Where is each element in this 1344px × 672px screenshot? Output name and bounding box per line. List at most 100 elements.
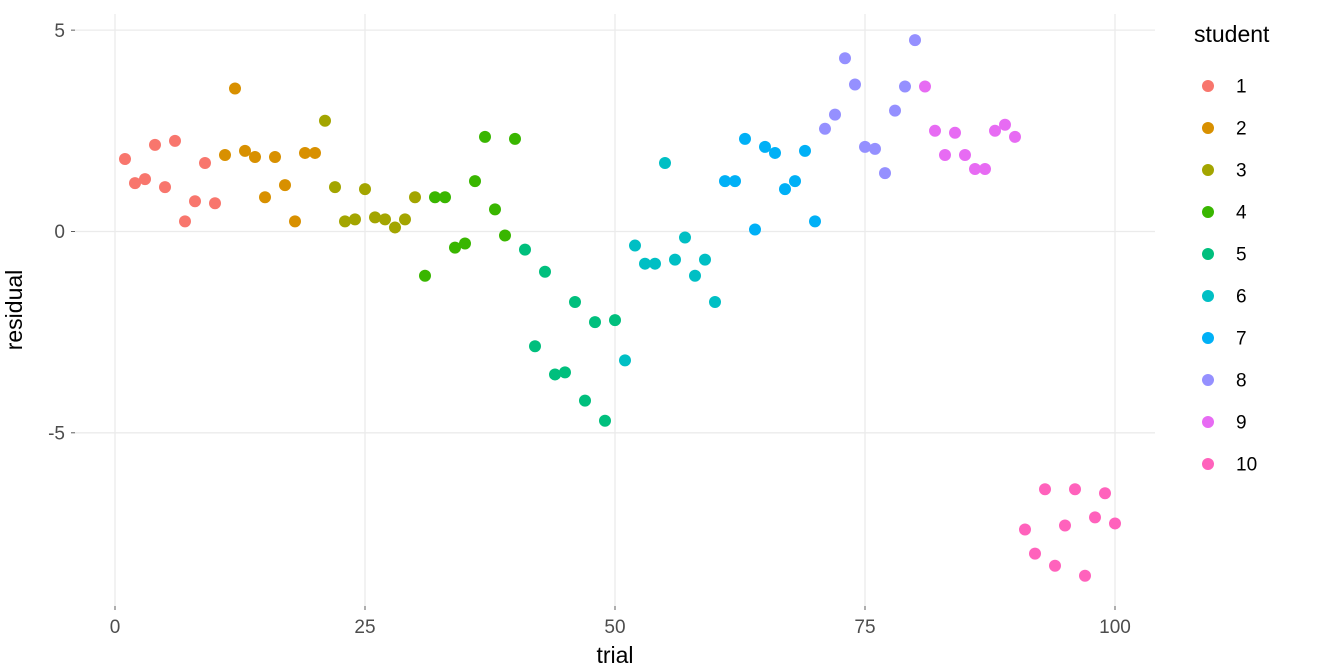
data-point bbox=[339, 215, 351, 227]
data-point bbox=[319, 115, 331, 127]
data-point bbox=[199, 157, 211, 169]
data-point bbox=[579, 395, 591, 407]
data-point bbox=[289, 215, 301, 227]
data-point bbox=[269, 151, 281, 163]
data-point bbox=[1019, 523, 1031, 535]
y-axis-title: residual bbox=[1, 270, 27, 351]
legend-key-icon bbox=[1202, 290, 1214, 302]
legend: student12345678910 bbox=[1194, 21, 1270, 476]
data-point bbox=[889, 105, 901, 117]
data-point bbox=[239, 145, 251, 157]
data-point bbox=[419, 270, 431, 282]
data-point bbox=[629, 240, 641, 252]
data-point bbox=[909, 34, 921, 46]
data-point bbox=[539, 266, 551, 278]
data-point bbox=[809, 215, 821, 227]
y-tick-label: 0 bbox=[54, 222, 65, 243]
data-point bbox=[759, 141, 771, 153]
data-point bbox=[399, 213, 411, 225]
legend-label: 10 bbox=[1236, 455, 1257, 476]
data-point bbox=[939, 149, 951, 161]
data-point bbox=[1049, 560, 1061, 572]
data-point bbox=[519, 244, 531, 256]
data-point bbox=[799, 145, 811, 157]
data-point bbox=[1099, 487, 1111, 499]
scatter-chart: 0255075100-505trialresidualstudent123456… bbox=[0, 0, 1344, 672]
data-point bbox=[409, 191, 421, 203]
data-point bbox=[489, 203, 501, 215]
data-point bbox=[1039, 483, 1051, 495]
data-point bbox=[229, 83, 241, 95]
legend-label: 5 bbox=[1236, 245, 1247, 266]
data-point bbox=[369, 211, 381, 223]
data-point bbox=[139, 173, 151, 185]
data-point bbox=[309, 147, 321, 159]
data-point bbox=[469, 175, 481, 187]
data-point bbox=[379, 213, 391, 225]
chart-container: { "chart": { "type": "scatter", "width":… bbox=[0, 0, 1344, 672]
data-point bbox=[279, 179, 291, 191]
data-point bbox=[1109, 517, 1121, 529]
data-point bbox=[1009, 131, 1021, 143]
data-point bbox=[859, 141, 871, 153]
data-point bbox=[499, 230, 511, 242]
data-point bbox=[599, 415, 611, 427]
legend-key-icon bbox=[1202, 122, 1214, 134]
legend-label: 2 bbox=[1236, 119, 1247, 140]
legend-title: student bbox=[1194, 21, 1270, 47]
data-point bbox=[329, 181, 341, 193]
data-point bbox=[389, 221, 401, 233]
data-point bbox=[689, 270, 701, 282]
data-point bbox=[1069, 483, 1081, 495]
y-tick-label: 5 bbox=[54, 21, 65, 42]
data-point bbox=[1029, 548, 1041, 560]
legend-label: 4 bbox=[1236, 203, 1247, 224]
legend-label: 6 bbox=[1236, 287, 1247, 308]
data-point bbox=[359, 183, 371, 195]
data-point bbox=[439, 191, 451, 203]
data-point bbox=[349, 213, 361, 225]
data-point bbox=[749, 223, 761, 235]
x-tick-label: 50 bbox=[604, 617, 625, 638]
legend-key-icon bbox=[1202, 164, 1214, 176]
data-point bbox=[819, 123, 831, 135]
data-point bbox=[619, 354, 631, 366]
data-point bbox=[119, 153, 131, 165]
legend-label: 1 bbox=[1236, 77, 1247, 98]
data-point bbox=[829, 109, 841, 121]
data-point bbox=[839, 52, 851, 64]
data-point bbox=[779, 183, 791, 195]
data-point bbox=[509, 133, 521, 145]
data-point bbox=[959, 149, 971, 161]
data-point bbox=[589, 316, 601, 328]
data-point bbox=[189, 195, 201, 207]
data-point bbox=[569, 296, 581, 308]
data-point bbox=[479, 131, 491, 143]
data-point bbox=[459, 238, 471, 250]
data-point bbox=[159, 181, 171, 193]
data-point bbox=[259, 191, 271, 203]
data-point bbox=[849, 78, 861, 90]
x-axis-title: trial bbox=[596, 642, 633, 668]
data-point bbox=[869, 143, 881, 155]
data-point bbox=[699, 254, 711, 266]
data-point bbox=[709, 296, 721, 308]
data-point bbox=[149, 139, 161, 151]
x-tick-label: 100 bbox=[1099, 617, 1131, 638]
data-point bbox=[559, 366, 571, 378]
legend-key-icon bbox=[1202, 416, 1214, 428]
legend-key-icon bbox=[1202, 206, 1214, 218]
data-point bbox=[169, 135, 181, 147]
data-point bbox=[979, 163, 991, 175]
data-point bbox=[899, 80, 911, 92]
data-point bbox=[179, 215, 191, 227]
legend-label: 7 bbox=[1236, 329, 1247, 350]
data-point bbox=[1079, 570, 1091, 582]
legend-label: 3 bbox=[1236, 161, 1247, 182]
data-point bbox=[669, 254, 681, 266]
legend-key-icon bbox=[1202, 248, 1214, 260]
legend-label: 9 bbox=[1236, 413, 1247, 434]
data-point bbox=[919, 80, 931, 92]
data-point bbox=[679, 232, 691, 244]
data-point bbox=[769, 147, 781, 159]
